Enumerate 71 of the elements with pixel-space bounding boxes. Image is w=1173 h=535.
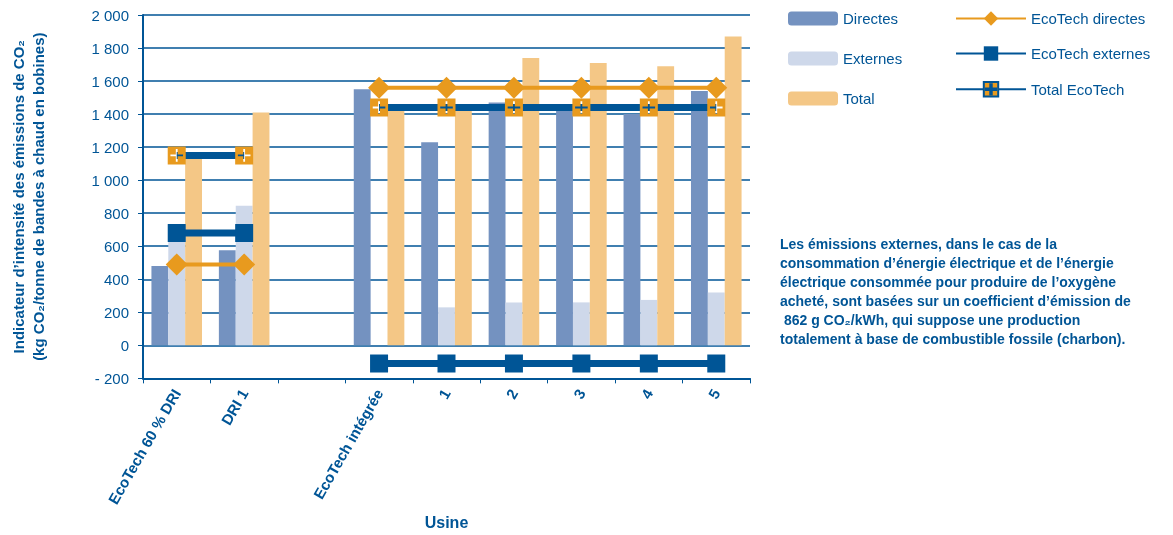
bar — [690, 90, 708, 346]
point — [572, 354, 591, 373]
legend-label: EcoTech externes — [1031, 45, 1151, 62]
bar — [505, 302, 523, 346]
bar — [522, 57, 540, 346]
y-tick-label: 600 — [103, 237, 129, 255]
point — [435, 76, 458, 99]
x-tick-label: 3 — [569, 386, 589, 402]
point — [437, 354, 456, 373]
y-tick-label: - 200 — [94, 369, 129, 387]
x-axis-title: Usine — [424, 513, 469, 531]
y-tick-label: 1 400 — [91, 105, 129, 123]
y-tick-label: 400 — [103, 270, 129, 288]
bar — [724, 36, 742, 346]
x-tick-label: 4 — [637, 385, 657, 402]
point — [705, 76, 728, 99]
y-tick-label: 1 200 — [91, 138, 129, 156]
legend-label: Total — [843, 90, 875, 107]
bar — [218, 250, 236, 346]
point — [572, 98, 591, 117]
y-tick-label: 200 — [103, 303, 129, 321]
bar — [454, 110, 472, 346]
y-tick-label: 800 — [103, 204, 129, 222]
point — [167, 224, 186, 243]
legend-label: Total EcoTech — [1031, 80, 1125, 98]
bar — [488, 102, 506, 346]
bar — [185, 158, 203, 346]
point — [370, 354, 389, 373]
legend-label: Directes — [843, 10, 899, 27]
bar — [572, 302, 590, 346]
bar — [252, 112, 270, 346]
bar — [151, 266, 169, 346]
x-tick-label: 5 — [704, 386, 724, 402]
point — [235, 224, 254, 243]
bar — [421, 142, 439, 346]
y-tick-label: 1 800 — [91, 39, 129, 57]
point — [370, 98, 389, 117]
legend-label: Externes — [843, 50, 903, 67]
bar — [438, 307, 455, 346]
bar — [657, 66, 675, 346]
bar — [707, 292, 725, 346]
y-axis-title: Indicateur d’intensité des émissions de CO₂ (kg CO₂/tonne de bandes à chaud en bobines) — [9, 32, 47, 361]
legend-label: EcoTech directes — [1031, 10, 1146, 27]
text: Les émissions externes, dans le cas de la consommation d’énergie électrique et de l’énergie électrique consommée pour produire de l’oxygène acheté, sont basées sur un coefficient d’émission de 862 g CO₂/kWh, qui suppose une production totalement à base de combustible fossile (charbon). — [780, 235, 1132, 347]
bar — [589, 62, 607, 346]
bar — [387, 110, 405, 346]
point — [233, 253, 256, 276]
y-tick-label: 1 600 — [91, 72, 129, 90]
x-tick-label: 2 — [502, 386, 522, 402]
point — [167, 146, 186, 165]
bar — [556, 110, 573, 346]
x-tick-label: 1 — [434, 386, 454, 402]
point — [707, 354, 726, 373]
point — [502, 76, 525, 99]
point — [639, 354, 658, 373]
y-tick-label: 2 000 — [91, 6, 129, 24]
point — [707, 98, 726, 117]
point — [639, 98, 658, 117]
point — [235, 146, 254, 165]
point — [165, 253, 188, 276]
y-tick-label: 0 — [120, 336, 129, 354]
point — [504, 354, 523, 373]
y-tick-label: 1 000 — [91, 171, 129, 189]
point — [570, 76, 593, 99]
bar — [353, 89, 371, 346]
point — [437, 98, 456, 117]
point — [504, 98, 523, 117]
point — [368, 76, 391, 99]
bar — [623, 114, 641, 346]
point — [637, 76, 660, 99]
bar — [640, 299, 658, 346]
